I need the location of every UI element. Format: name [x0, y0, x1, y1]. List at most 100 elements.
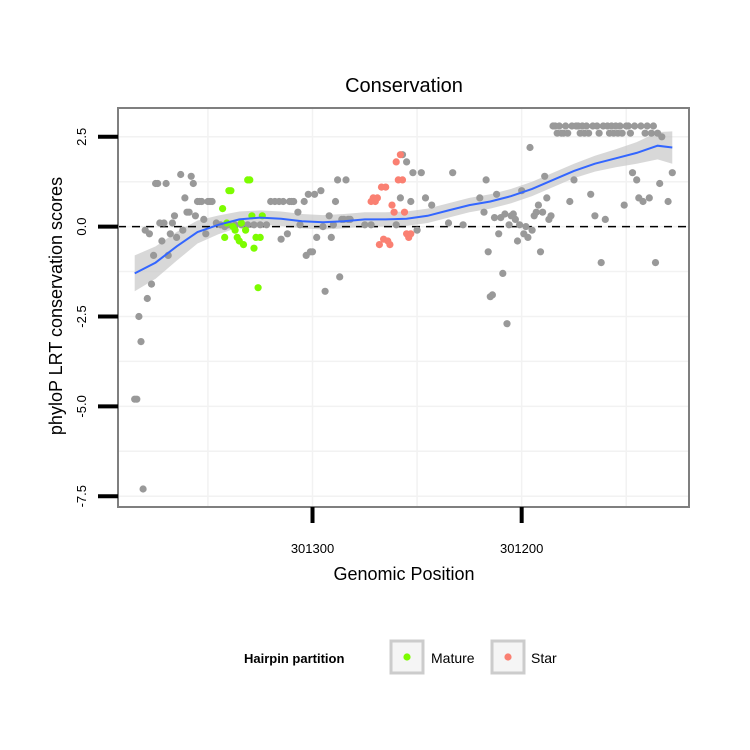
point-other	[334, 176, 342, 184]
point-other	[202, 230, 210, 238]
point-other	[528, 226, 536, 234]
point-other	[526, 143, 534, 152]
point-other	[143, 294, 151, 303]
point-other	[342, 176, 350, 184]
point-other	[524, 233, 532, 241]
confidence-ribbon	[134, 131, 673, 292]
legend-item-mature[interactable]: Mature	[389, 639, 475, 675]
legend-item-star[interactable]: Star	[490, 639, 557, 675]
point-other	[325, 212, 333, 220]
point-other	[403, 158, 411, 166]
point-other	[488, 291, 496, 299]
point-other	[476, 194, 484, 202]
gridlines	[118, 108, 689, 507]
point-other	[137, 338, 145, 346]
point-other	[336, 273, 344, 281]
point-other	[168, 219, 176, 227]
point-other	[294, 208, 302, 216]
point-other	[585, 129, 593, 137]
point-other	[587, 190, 595, 198]
point-other	[641, 129, 649, 137]
point-other	[428, 201, 436, 209]
point-other	[361, 221, 369, 229]
point-mature	[227, 187, 235, 195]
point-other	[154, 179, 162, 188]
point-other	[664, 197, 672, 206]
point-other	[482, 176, 490, 184]
point-other	[647, 129, 656, 137]
point-other	[187, 172, 195, 180]
point-other	[539, 208, 547, 216]
point-star	[407, 230, 415, 238]
point-other	[170, 212, 179, 220]
point-mature	[221, 233, 229, 241]
y-axis-title: phyloP LRT conservation scores	[46, 177, 66, 435]
point-other	[459, 221, 467, 229]
point-other	[283, 230, 291, 238]
point-other	[532, 208, 540, 216]
point-star	[396, 151, 404, 159]
point-other	[147, 280, 156, 288]
point-other	[509, 210, 517, 218]
point-other	[582, 122, 591, 130]
point-other	[409, 169, 417, 177]
point-other	[449, 169, 457, 177]
point-other	[637, 122, 645, 130]
point-other	[321, 287, 329, 295]
point-other	[541, 172, 549, 180]
legend-key-star	[490, 639, 526, 675]
point-other	[158, 237, 166, 245]
point-mature	[242, 226, 250, 234]
point-other	[160, 219, 168, 227]
point-other	[189, 179, 197, 188]
point-other	[392, 221, 400, 229]
x-tick-label: 301300	[291, 541, 334, 556]
point-other	[327, 233, 335, 241]
point-other	[564, 129, 572, 137]
point-star	[392, 158, 400, 166]
smooth-line	[134, 144, 673, 275]
legend-label-star: Star	[531, 650, 557, 666]
point-other	[668, 169, 676, 177]
point-other	[616, 122, 624, 130]
confidence-band	[134, 131, 673, 292]
point-other	[407, 197, 415, 206]
point-other	[597, 259, 605, 267]
point-other	[490, 214, 499, 222]
point-star	[390, 208, 398, 216]
point-other	[413, 226, 421, 234]
point-other	[547, 212, 555, 220]
point-other	[505, 221, 513, 229]
legend-title: Hairpin partition	[244, 651, 344, 666]
point-other	[319, 223, 327, 231]
x-tick-label: 301200	[500, 541, 543, 556]
point-mature	[237, 219, 245, 227]
point-mature	[239, 241, 248, 249]
point-other	[166, 230, 174, 238]
point-other	[618, 129, 626, 137]
point-other	[173, 233, 181, 241]
point-other	[543, 194, 551, 202]
point-other	[601, 215, 609, 223]
point-other	[277, 235, 285, 243]
point-other	[631, 122, 639, 130]
point-other	[513, 237, 522, 245]
point-other	[503, 320, 511, 328]
point-star	[388, 201, 396, 209]
point-other	[484, 248, 492, 256]
axes: 301300 301200 2.5 0.0 -2.5 -5.0 -7.5	[74, 128, 543, 556]
point-other	[493, 190, 501, 198]
legend-swatch-star	[504, 653, 512, 661]
point-other	[313, 233, 321, 241]
point-mature	[219, 205, 227, 213]
point-other	[639, 197, 647, 206]
point-other	[421, 194, 430, 202]
point-other	[133, 395, 141, 403]
chart-title: Conservation	[345, 75, 463, 97]
point-other	[562, 122, 570, 130]
point-other	[279, 197, 287, 206]
legend: Hairpin partition Mature Star	[244, 639, 557, 675]
y-tick-label: 0.0	[74, 218, 89, 236]
